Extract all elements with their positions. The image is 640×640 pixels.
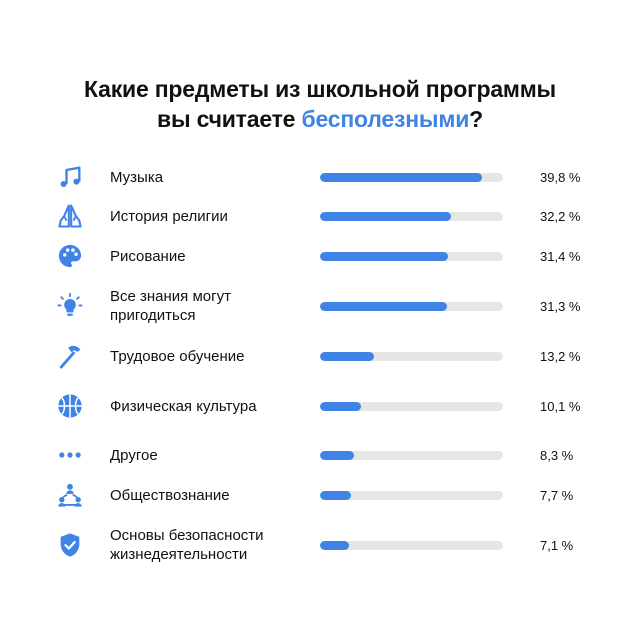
title-prefix: вы считаете: [157, 106, 302, 132]
bar-fill: [320, 352, 374, 361]
bar-label: Основы безопасности жизнедеятельности: [110, 527, 264, 563]
bar-value-label: 8,3 %: [540, 447, 574, 463]
music-note-icon: [56, 163, 84, 191]
lightbulb-icon: [56, 292, 84, 320]
bar-fill: [320, 252, 448, 261]
title-accent-word: бесполезными: [301, 106, 470, 132]
palette-icon: [56, 242, 84, 270]
bar-row: Рисование 31,4 %: [0, 236, 640, 276]
bar-fill: [320, 541, 349, 550]
dots-icon: [56, 441, 84, 469]
bar-value-label: 31,3 %: [540, 298, 581, 314]
bar-fill: [320, 451, 354, 460]
shield-check-icon: [56, 531, 84, 559]
bar-row: История религии 32,2 %: [0, 196, 640, 236]
bar-track: [320, 352, 503, 361]
bar-value-label: 7,7 %: [540, 487, 574, 503]
praying-hands-icon: [56, 202, 84, 230]
bar-track: [320, 541, 503, 550]
bar-track: [320, 173, 503, 182]
bar-track: [320, 212, 503, 221]
bar-value-label: 10,1 %: [540, 398, 581, 414]
bar-track: [320, 451, 503, 460]
bar-fill: [320, 302, 447, 311]
bar-row: Обществознание 7,7 %: [0, 475, 640, 515]
bar-label: Обществознание: [110, 486, 230, 504]
title-line-1: Какие предметы из школьной программы: [84, 76, 556, 102]
bar-row: Другое 8,3 %: [0, 435, 640, 475]
bar-fill: [320, 402, 361, 411]
title-line-2: вы считаете бесполезными?: [0, 104, 640, 134]
bar-label: Физическая культура: [110, 397, 257, 415]
bar-label: Другое: [110, 446, 158, 464]
bar-value-label: 7,1 %: [540, 537, 574, 553]
bar-value-label: 31,4 %: [540, 248, 581, 264]
bar-fill: [320, 212, 451, 221]
bar-fill: [320, 173, 482, 182]
bar-label: Музыка: [110, 168, 164, 186]
basketball-icon: [56, 392, 84, 420]
bar-track: [320, 491, 503, 500]
bar-label: Все знания могут пригодиться: [110, 288, 231, 324]
chart-title: Какие предметы из школьной программы вы …: [0, 74, 640, 134]
hammer-icon: [56, 342, 84, 370]
bar-track: [320, 252, 503, 261]
bar-label: История религии: [110, 207, 228, 225]
bar-value-label: 32,2 %: [540, 208, 581, 224]
bar-track: [320, 302, 503, 311]
bar-fill: [320, 491, 351, 500]
bar-row: Трудовое обучение 13,2 %: [0, 336, 640, 376]
bar-row: Все знания могут пригодиться 31,3 %: [0, 286, 640, 326]
bar-row: Основы безопасности жизнедеятельности 7,1…: [0, 525, 640, 565]
bar-row: Физическая культура 10,1 %: [0, 386, 640, 426]
bar-label: Трудовое обучение: [110, 347, 245, 365]
people-network-icon: [56, 481, 84, 509]
title-suffix: ?: [469, 106, 483, 132]
bar-row: Музыка 39,8 %: [0, 157, 640, 197]
bar-label: Рисование: [110, 247, 186, 265]
bar-track: [320, 402, 503, 411]
bar-value-label: 39,8 %: [540, 169, 581, 185]
bar-value-label: 13,2 %: [540, 348, 581, 364]
